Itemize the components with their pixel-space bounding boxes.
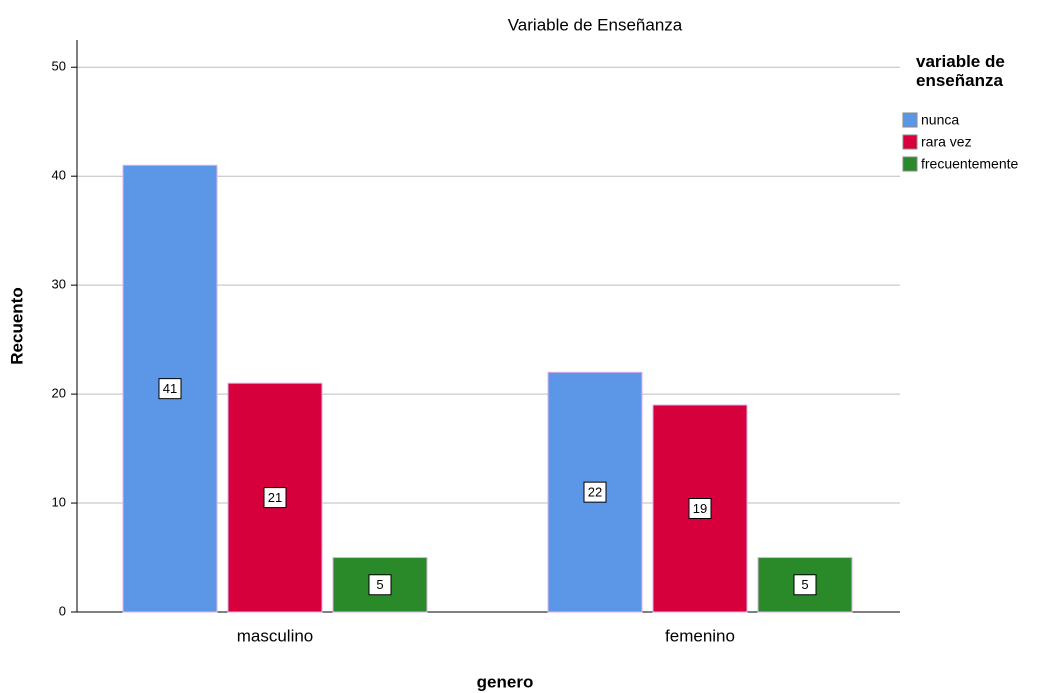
value-label-box <box>263 487 287 509</box>
value-label-box <box>583 481 607 503</box>
legend-label: rara vez <box>921 134 972 150</box>
value-label-box <box>158 378 182 400</box>
value-label: 19 <box>693 501 707 516</box>
value-label: 41 <box>163 381 177 396</box>
y-tick-label: 50 <box>52 59 66 74</box>
value-label: 5 <box>801 577 808 592</box>
value-label: 5 <box>376 577 383 592</box>
y-tick-label: 10 <box>52 494 66 509</box>
legend-title: variable de enseñanza <box>916 52 1005 90</box>
value-label: 22 <box>588 485 602 500</box>
value-label-box <box>688 497 712 519</box>
y-tick-label: 30 <box>52 277 66 292</box>
legend-swatch <box>902 112 918 128</box>
value-label-box <box>368 574 392 596</box>
legend-label: nunca <box>921 112 959 128</box>
x-tick-label: femenino <box>665 626 735 645</box>
legend-swatch <box>902 156 918 172</box>
y-axis-label: Recuento <box>7 287 26 364</box>
legend-swatch <box>902 134 918 150</box>
y-tick-label: 0 <box>59 603 66 618</box>
y-tick-label: 20 <box>52 386 66 401</box>
x-axis-label: genero <box>477 672 534 691</box>
legend-label: frecuentemente <box>921 156 1018 172</box>
x-tick-label: masculino <box>237 626 314 645</box>
chart-title: Variable de Enseñanza <box>508 15 683 34</box>
y-tick-label: 40 <box>52 168 66 183</box>
value-label: 21 <box>268 490 282 505</box>
value-label-box <box>793 574 817 596</box>
